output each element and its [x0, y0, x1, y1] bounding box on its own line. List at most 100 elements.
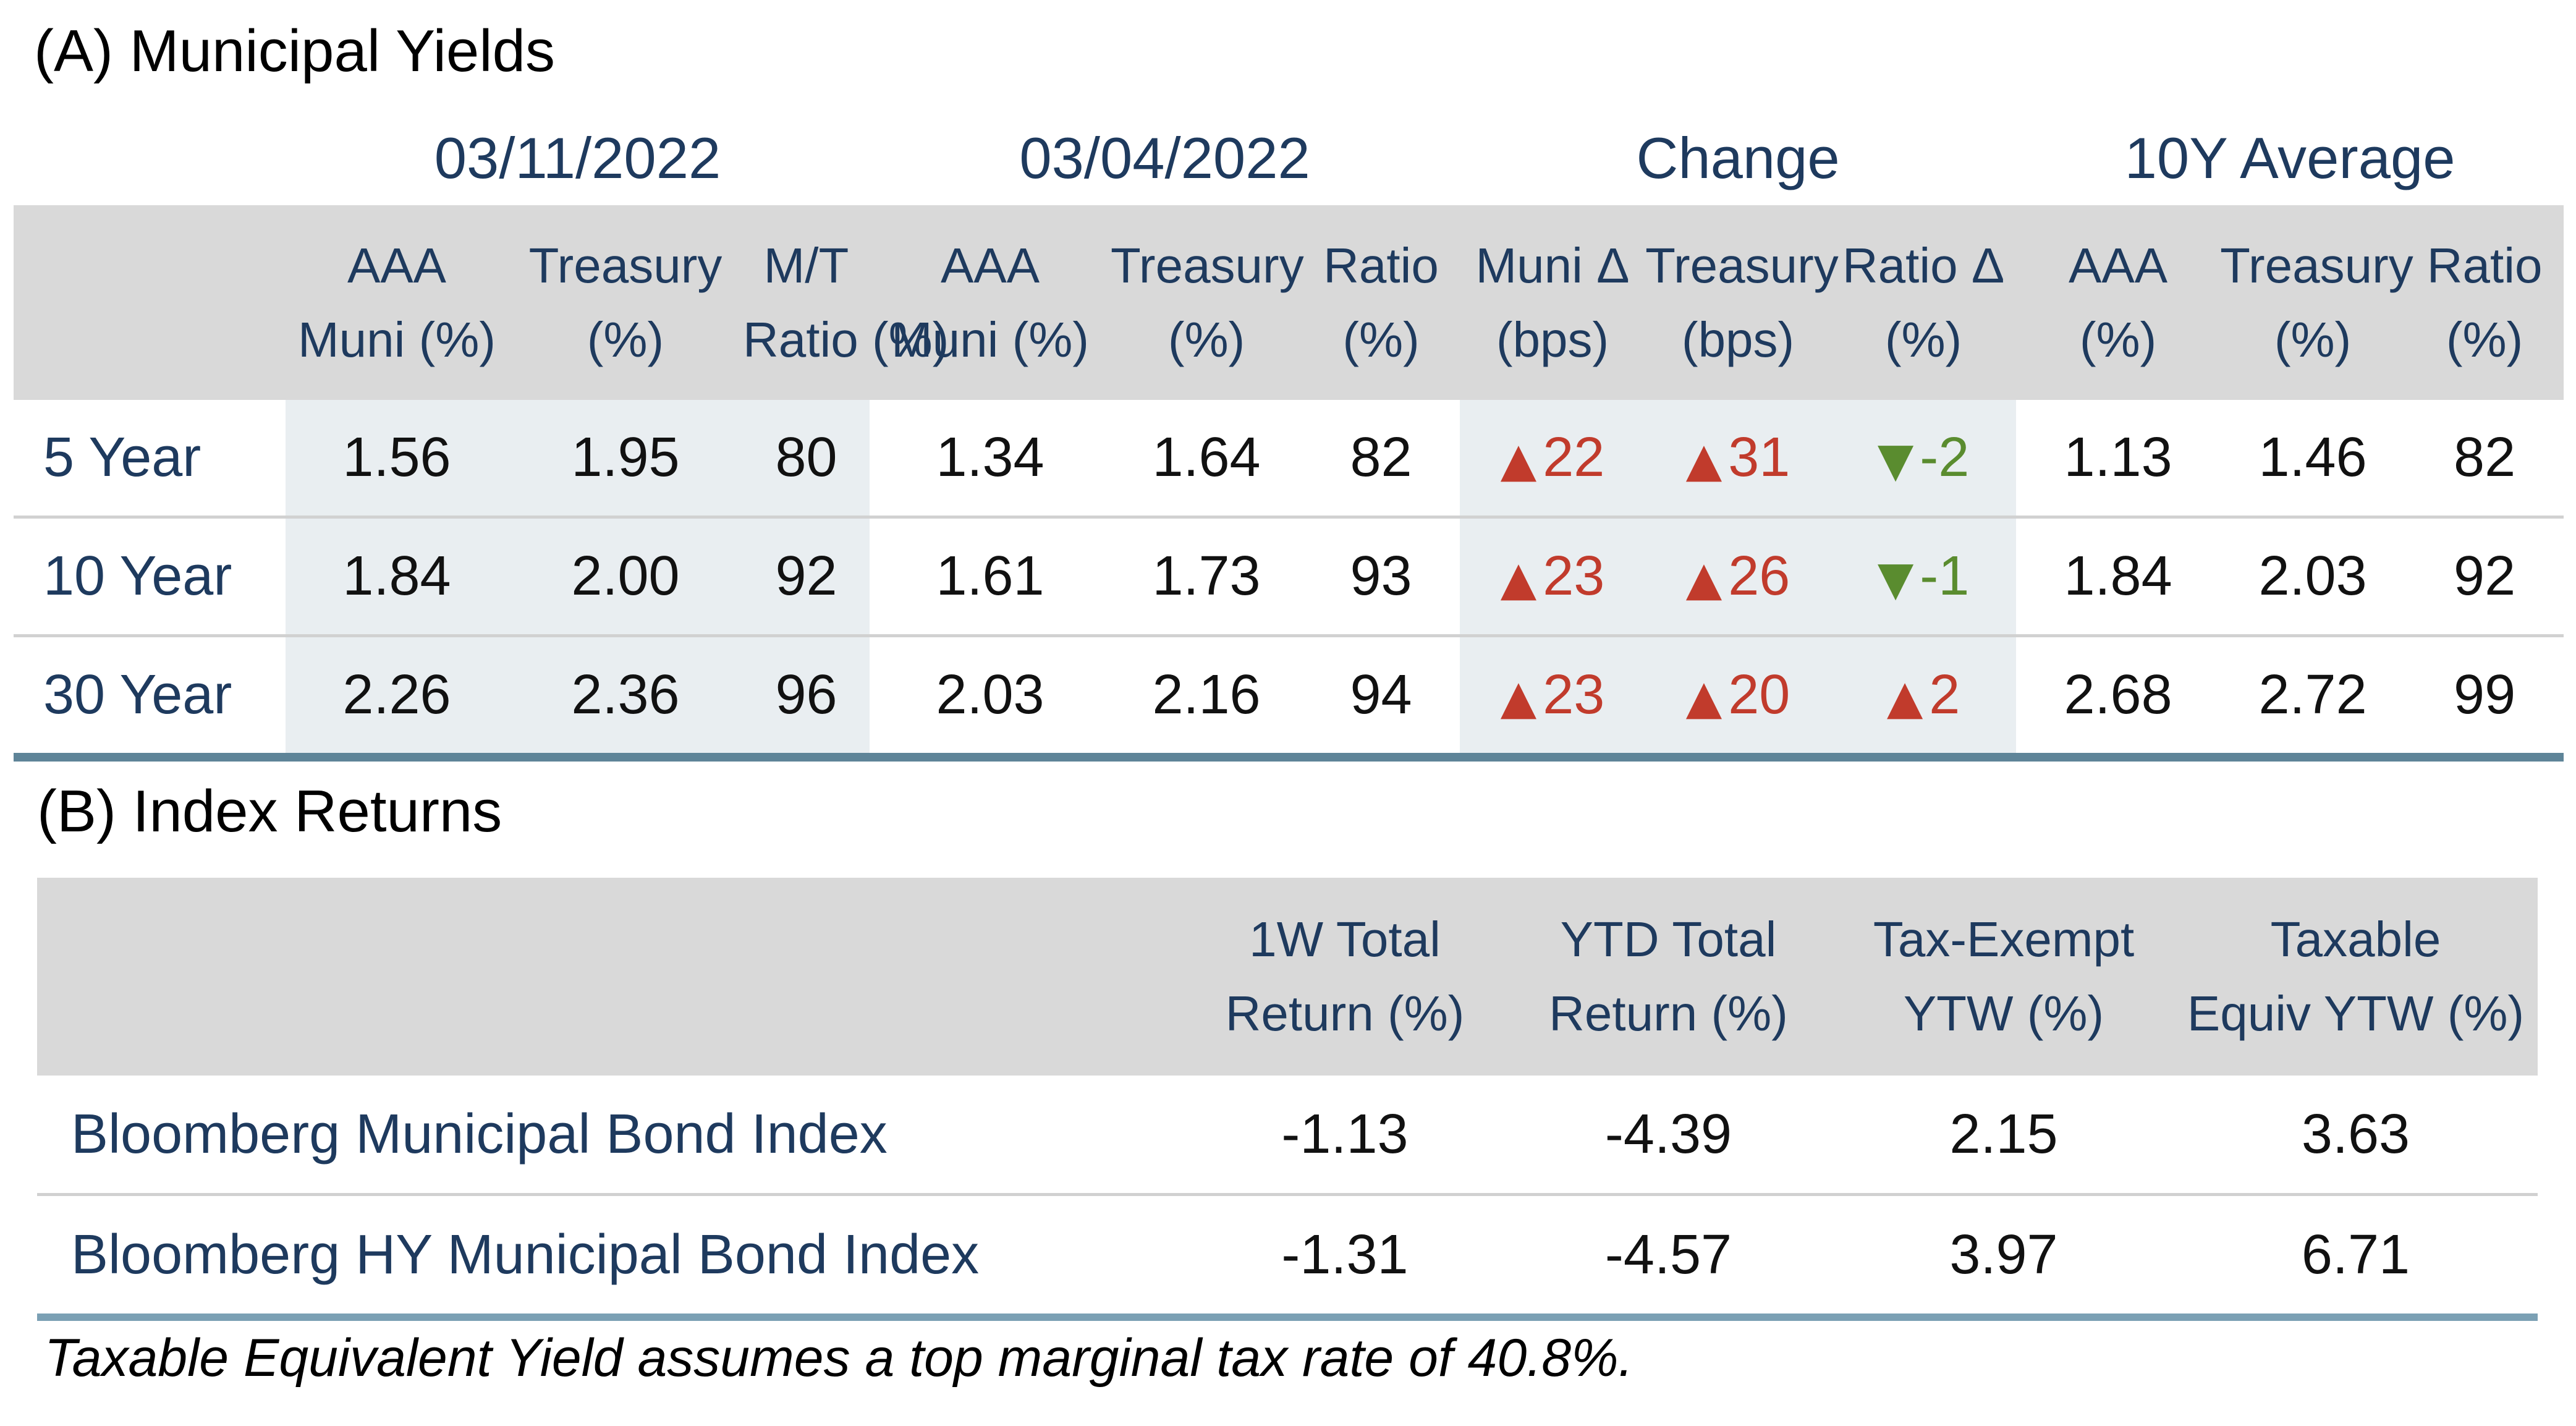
delta-value: 26: [1728, 545, 1790, 607]
date-group-label: Change: [1460, 98, 2017, 205]
data-cell: ▲ 26: [1645, 516, 1831, 636]
column-header-cell: AAA Muni (%): [870, 205, 1111, 400]
column-header-line1: Taxable: [2270, 912, 2441, 967]
data-cell: ▲ 2: [1831, 634, 2017, 757]
data-cell: -1.13: [1281, 1103, 1409, 1165]
column-header-cell: Ratio (%): [2405, 205, 2564, 400]
data-cell: ▲ 22: [1460, 400, 1646, 517]
table-row: 5 Year 1.56 1.95 80 1.34 1.64 82 ▲ 22 ▲ 31 ▼ -2 1.13 1…: [14, 400, 2564, 517]
data-cell: 92: [2405, 516, 2564, 636]
data-cell: 2.00: [508, 516, 743, 636]
delta-value: 23: [1543, 545, 1605, 607]
column-header-line1: Ratio: [2426, 237, 2543, 293]
delta-value: 2: [1929, 664, 1960, 726]
column-header-cell: M/T Ratio (%): [743, 205, 949, 400]
row-label: 10 Year: [14, 516, 286, 636]
column-header-cell: 1W Total Return (%): [1187, 878, 1503, 1076]
row-label: Bloomberg HY Municipal Bond Index: [37, 1193, 1187, 1317]
data-cell: ▲ 23: [1460, 634, 1646, 757]
data-cell: ▼ -2: [1831, 400, 2017, 517]
table-row: Bloomberg HY Municipal Bond Index -1.31 -4…: [37, 1193, 2538, 1317]
section-b-title: (B) Index Returns: [37, 778, 502, 844]
column-header-cell: Treasury (%): [2220, 205, 2413, 400]
column-header-row: 1W Total Return (%) YTD Total Return (%) Tax…: [37, 878, 2538, 1076]
data-cell: 1.56: [286, 400, 508, 517]
column-header-line2: (%): [1342, 312, 1420, 367]
data-cell: 1.73: [1111, 516, 1303, 636]
column-header-cell: Taxable Equiv YTW (%): [2174, 878, 2538, 1076]
data-cell: 96: [743, 634, 870, 757]
column-header-line2: (bps): [1681, 312, 1795, 367]
date-group-spacer: [14, 98, 286, 205]
data-cell: 80: [743, 400, 870, 517]
column-header-line2: (%): [2274, 312, 2352, 367]
data-cell: 99: [2405, 634, 2564, 757]
column-header-line2: (%): [587, 312, 664, 367]
column-header-line2: Muni (%): [297, 312, 496, 367]
date-group-label: 03/11/2022: [286, 98, 870, 205]
footnote: Taxable Equivalent Yield assumes a top m…: [44, 1328, 1633, 1388]
data-cell: 1.84: [286, 516, 508, 636]
down-triangle-icon: ▼: [1877, 551, 1914, 606]
data-cell: 2.36: [508, 634, 743, 757]
data-cell: 2.68: [2016, 634, 2221, 757]
column-header-line2: (bps): [1496, 312, 1609, 367]
column-header-cell: YTD Total Return (%): [1503, 878, 1834, 1076]
data-cell: ▲ 31: [1645, 400, 1831, 517]
column-header-line1: M/T: [763, 237, 849, 293]
up-triangle-icon: ▲: [1685, 432, 1722, 487]
date-group-header-row: 03/11/2022 03/04/2022 Change 10Y Average: [14, 98, 2564, 205]
column-header-cell: Treasury (%): [508, 205, 743, 400]
data-cell: 3.97: [1834, 1193, 2174, 1317]
column-header-line1: Ratio: [1323, 237, 1439, 293]
delta-value: 23: [1543, 664, 1605, 726]
up-triangle-icon: ▲: [1500, 432, 1537, 487]
data-cell: 1.13: [2064, 427, 2172, 488]
up-triangle-icon: ▲: [1685, 669, 1722, 724]
column-header-line1: Ratio Δ: [1842, 237, 2005, 293]
municipal-yields-table: 03/11/2022 03/04/2022 Change 10Y Average AA…: [14, 98, 2564, 762]
column-header-line1: Treasury: [2220, 237, 2413, 293]
data-cell: 1.61: [870, 516, 1111, 636]
delta-value: 31: [1728, 427, 1790, 488]
data-cell: 1.46: [2258, 427, 2367, 488]
column-header-line1: AAA: [2069, 237, 2168, 293]
column-header-cell: AAA Muni (%): [286, 205, 508, 400]
column-header-line1: Treasury: [528, 237, 722, 293]
column-header-line2: (%): [2446, 312, 2523, 367]
column-header-cell: Tax-Exempt YTW (%): [1834, 878, 2174, 1076]
data-cell: 3.63: [2301, 1103, 2410, 1165]
table-row: 30 Year 2.26 2.36 96 2.03 2.16 94 ▲ 23 ▲ 20 ▲ 2 2.68 2…: [14, 634, 2564, 757]
column-header-line2: (%): [2079, 312, 2157, 367]
column-header-line2: (%): [1884, 312, 1962, 367]
up-triangle-icon: ▲: [1500, 551, 1537, 606]
column-header-line2: Ratio (%): [743, 312, 949, 367]
column-header-cell: Muni Δ (bps): [1460, 205, 1646, 400]
delta-value: -2: [1920, 427, 1970, 488]
column-header-cell: Ratio Δ (%): [1831, 205, 2017, 400]
returns-table-body: Bloomberg Municipal Bond Index -1.13 -4.39…: [37, 1076, 2538, 1317]
column-header-line2: (%): [1167, 312, 1245, 367]
data-cell: -4.39: [1604, 1103, 1732, 1165]
table-row: Bloomberg Municipal Bond Index -1.13 -4.39…: [37, 1076, 2538, 1195]
column-header-line1: Treasury: [1645, 237, 1839, 293]
down-triangle-icon: ▼: [1877, 432, 1914, 487]
column-header-cell: AAA (%): [2016, 205, 2221, 400]
data-cell: 94: [1302, 634, 1460, 757]
column-header-line1: Treasury: [1111, 237, 1304, 293]
column-header-line1: AAA: [347, 237, 447, 293]
column-header-line1: AAA: [940, 237, 1040, 293]
data-cell: 2.03: [2220, 516, 2406, 636]
data-cell: 2.16: [1111, 634, 1303, 757]
column-header-row: AAA Muni (%) Treasury (%) M/T Ratio (%) AAA Mun…: [14, 205, 2564, 400]
column-header-line1: 1W Total: [1249, 912, 1441, 967]
data-cell: 2.03: [870, 634, 1111, 757]
corner-cell: [37, 878, 1187, 1076]
up-triangle-icon: ▲: [1500, 669, 1537, 724]
up-triangle-icon: ▲: [1685, 551, 1722, 606]
corner-cell: [14, 205, 286, 400]
data-cell: ▲ 20: [1645, 634, 1831, 757]
data-cell: 2.26: [286, 634, 508, 757]
column-header-line1: Tax-Exempt: [1873, 912, 2135, 967]
